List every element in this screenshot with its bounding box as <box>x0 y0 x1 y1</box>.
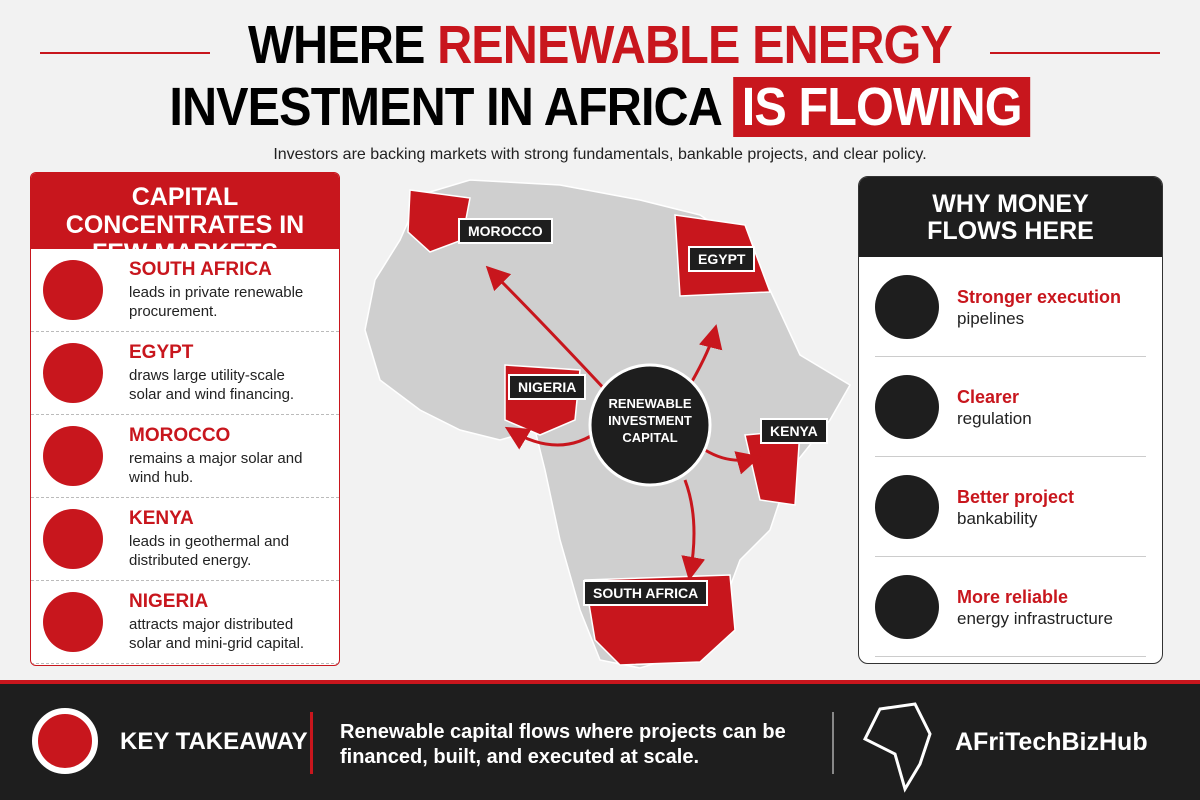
brand-logo <box>862 702 932 793</box>
divider <box>310 712 313 774</box>
title-plain: WHERE <box>248 15 425 75</box>
reason-icon <box>875 575 939 639</box>
map-label: SOUTH AFRICA <box>583 580 709 606</box>
reason-text: pipelines <box>957 309 1025 328</box>
target-icon <box>32 708 98 774</box>
map-label: MOROCCO <box>458 218 553 244</box>
title-plain: INVESTMENT IN AFRICA <box>169 77 721 137</box>
rule <box>990 52 1160 54</box>
market-icon <box>43 343 103 403</box>
market-item: SOUTH AFRICA leads in private renewable p… <box>31 249 339 332</box>
market-item: KENYA leads in geothermal and distributed… <box>31 498 339 581</box>
market-text: draws large utility-scale solar and wind… <box>129 367 295 403</box>
subtitle: Investors are backing markets with stron… <box>273 146 927 163</box>
reason-title: Stronger execution <box>957 287 1122 307</box>
arrows <box>485 265 761 581</box>
market-name: KENYA <box>129 508 194 529</box>
market-item: EGYPT draws large utility-scale solar and… <box>31 332 339 415</box>
right-panel: WHY MONEY FLOWS HERE Stronger execution p… <box>858 176 1163 664</box>
takeaway-label: KEY TAKEAWAY <box>120 728 308 755</box>
brand: AFriTechBizHub <box>955 728 1148 756</box>
market-text: attracts major distributed solar and min… <box>129 616 305 652</box>
reason-item: More reliable energy infrastructure <box>875 557 1146 657</box>
market-list: SOUTH AFRICA leads in private renewable p… <box>31 249 339 664</box>
market-name: SOUTH AFRICA <box>129 259 272 280</box>
reason-icon <box>875 275 939 339</box>
reason-text: regulation <box>957 409 1032 428</box>
map-label: KENYA <box>760 418 828 444</box>
rule <box>40 52 210 54</box>
panel-title: WHY MONEY FLOWS HERE <box>859 177 1162 257</box>
reason-list: Stronger execution pipelines Clearer regula… <box>859 257 1162 657</box>
title-line-1: WHERE RENEWABLE ENERGY <box>60 14 1140 76</box>
reason-text: energy infrastructure <box>957 609 1113 628</box>
reason-item: Clearer regulation <box>875 357 1146 457</box>
reason-item: Stronger execution pipelines <box>875 257 1146 357</box>
panel-title: CAPITAL CONCENTRATES IN FEW MARKETS <box>31 173 339 267</box>
title-box: IS FLOWING <box>732 77 1031 137</box>
reason-title: More reliable <box>957 587 1069 607</box>
center-label: RENEWABLE INVESTMENT CAPITAL <box>608 396 692 445</box>
market-text: leads in private renewable procurement. <box>129 284 304 320</box>
market-icon <box>43 509 103 569</box>
market-text: leads in geothermal and distributed ener… <box>129 533 290 569</box>
market-name: NIGERIA <box>129 591 209 612</box>
reason-icon <box>875 375 939 439</box>
map-label: NIGERIA <box>508 374 587 400</box>
reason-title: Better project <box>957 487 1075 507</box>
center-circle <box>588 363 712 487</box>
reason-icon <box>875 475 939 539</box>
title-line-2: INVESTMENT IN AFRICA IS FLOWING <box>60 76 1140 138</box>
map-label: EGYPT <box>688 246 756 272</box>
market-text: remains a major solar and wind hub. <box>129 450 303 486</box>
reason-text: bankability <box>957 509 1038 528</box>
reason-title: Clearer <box>957 387 1020 407</box>
market-name: MOROCCO <box>129 425 231 446</box>
market-icon <box>43 260 103 320</box>
takeaway-text: Renewable capital flows where projects c… <box>340 721 786 768</box>
reason-item: Better project bankability <box>875 457 1146 557</box>
divider <box>832 712 834 774</box>
market-icon <box>43 426 103 486</box>
market-item: NIGERIA attracts major distributed solar … <box>31 581 339 664</box>
left-panel: CAPITAL CONCENTRATES IN FEW MARKETS SOUT… <box>30 172 340 666</box>
market-icon <box>43 592 103 652</box>
title-red: RENEWABLE ENERGY <box>437 15 953 75</box>
market-item: MOROCCO remains a major solar and wind hu… <box>31 415 339 498</box>
market-name: EGYPT <box>129 342 194 363</box>
footer: KEY TAKEAWAY Renewable capital flows whe… <box>0 680 1200 800</box>
